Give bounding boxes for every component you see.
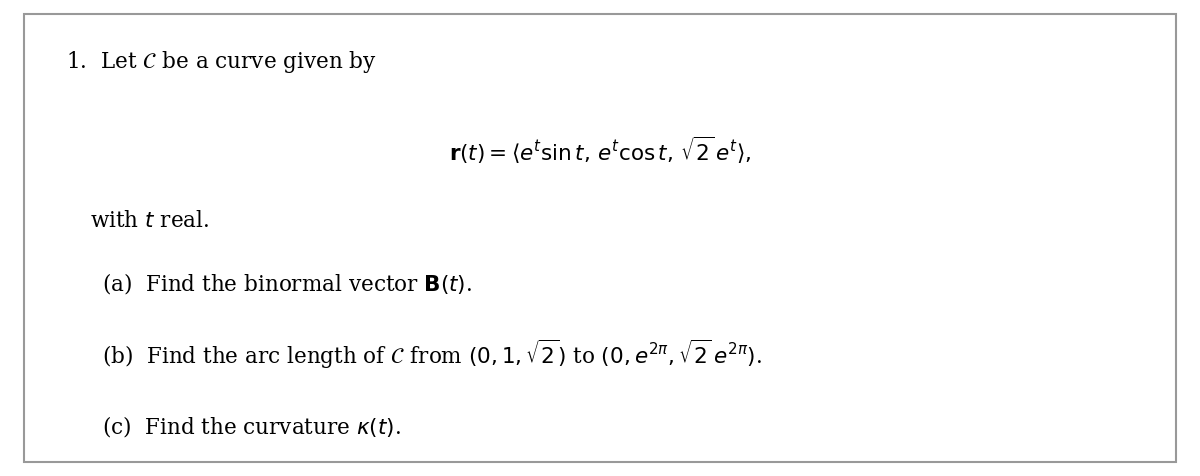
Text: with $t$ real.: with $t$ real.	[90, 210, 209, 232]
FancyBboxPatch shape	[24, 14, 1176, 462]
Text: $\mathbf{r}(t) = \langle e^t \sin t,\, e^t \cos t,\, \sqrt{2}\,e^t \rangle,$: $\mathbf{r}(t) = \langle e^t \sin t,\, e…	[449, 134, 751, 166]
Text: 1.  Let $\mathcal{C}$ be a curve given by: 1. Let $\mathcal{C}$ be a curve given by	[66, 49, 377, 75]
Text: (a)  Find the binormal vector $\mathbf{B}(t)$.: (a) Find the binormal vector $\mathbf{B}…	[102, 271, 472, 296]
Text: (b)  Find the arc length of $\mathcal{C}$ from $(0, 1, \sqrt{2})$ to $(0, e^{2\p: (b) Find the arc length of $\mathcal{C}$…	[102, 338, 762, 371]
Text: (c)  Find the curvature $\kappa(t)$.: (c) Find the curvature $\kappa(t)$.	[102, 414, 401, 438]
